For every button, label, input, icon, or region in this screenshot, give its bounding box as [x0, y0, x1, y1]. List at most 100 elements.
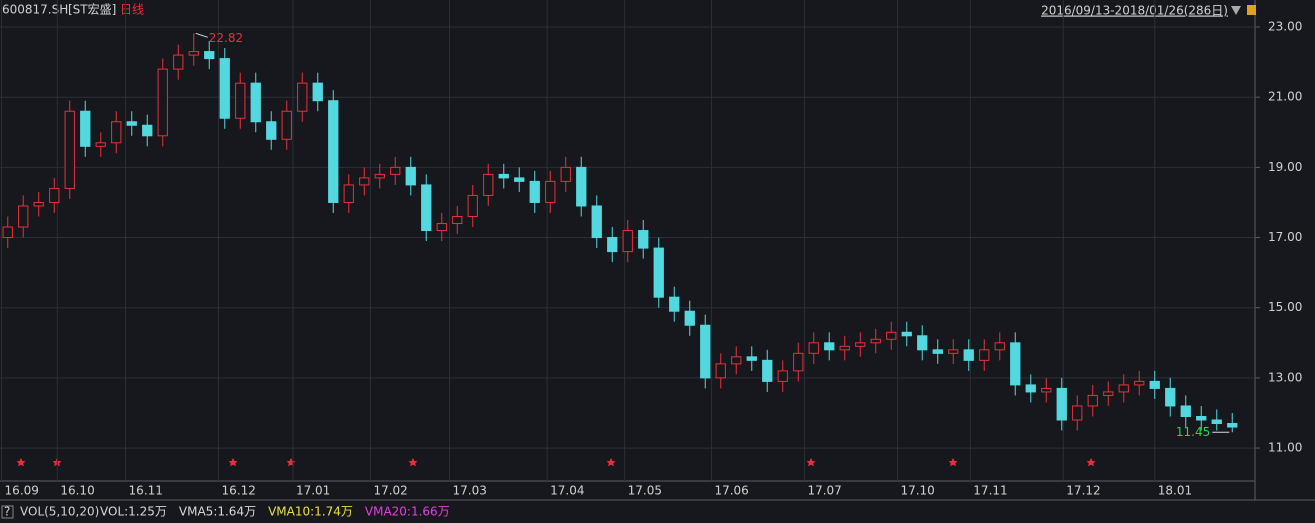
candle-body — [746, 356, 757, 361]
period: 日线 — [120, 3, 144, 17]
star — [806, 458, 816, 467]
candle-body — [1134, 380, 1145, 386]
candle-body — [545, 180, 556, 203]
max-arrow — [195, 32, 208, 38]
x-tick-label: 17.05 — [628, 484, 662, 498]
candle-body — [266, 121, 277, 140]
candle-body — [576, 166, 587, 207]
candle-body — [669, 296, 680, 312]
x-tick-label: 16.10 — [60, 484, 94, 498]
candle-body — [483, 173, 494, 196]
symbol: 600817.SH — [2, 3, 68, 17]
candle-body — [607, 237, 618, 253]
date-range[interactable]: 2016/09/13-2018/01/26(286日) — [1041, 4, 1228, 18]
candle-body — [855, 342, 866, 347]
candle-body — [622, 230, 633, 253]
candle-body — [95, 142, 106, 147]
min-label: 11.45 — [1176, 425, 1210, 439]
candle-body — [49, 187, 60, 203]
dropdown-icon[interactable] — [1231, 6, 1241, 15]
lock-icon[interactable] — [1247, 5, 1256, 15]
candle-body — [219, 58, 230, 119]
candle-body — [653, 247, 664, 298]
candle-body — [715, 363, 726, 379]
candle-body — [1211, 419, 1222, 425]
candle-body — [808, 342, 819, 354]
candle-body — [390, 166, 401, 175]
candle-body — [1196, 415, 1207, 421]
indicator-value: VMA10:1.74万 — [268, 505, 353, 519]
candle-body — [111, 121, 122, 144]
indicator-value: VMA5:1.64万 — [179, 505, 256, 519]
candle-body — [762, 359, 773, 382]
y-tick-label: 23.00 — [1268, 20, 1302, 34]
candle-body — [33, 201, 44, 207]
candle-body — [886, 331, 897, 340]
candle-body — [142, 124, 153, 137]
x-tick-label: 17.06 — [714, 484, 748, 498]
candle-body — [560, 166, 571, 182]
candle-body — [824, 342, 835, 351]
candle-body — [188, 51, 199, 56]
candle-body — [157, 68, 168, 137]
candle-body — [1180, 405, 1191, 417]
candle-body — [917, 335, 928, 351]
candle-body — [994, 342, 1005, 351]
x-tick-label: 17.07 — [807, 484, 841, 498]
candle-body — [2, 226, 13, 239]
help-box[interactable] — [1, 505, 14, 519]
candle-body — [1087, 394, 1098, 407]
candle-body — [1103, 391, 1114, 396]
candle-body — [963, 349, 974, 361]
indicator-name: VOL(5,10,20) — [20, 505, 99, 519]
candle-body — [948, 349, 959, 354]
candle-body — [452, 215, 463, 225]
candle-body — [1025, 384, 1036, 393]
candle-body — [514, 177, 525, 182]
candle-body — [297, 82, 308, 112]
x-tick-label: 17.01 — [296, 484, 330, 498]
candle-body — [80, 110, 91, 147]
x-tick-label: 17.12 — [1066, 484, 1100, 498]
candle-body — [343, 184, 354, 203]
candle-body — [591, 205, 602, 239]
candle-body — [281, 110, 292, 140]
candle-body — [1165, 387, 1176, 407]
star — [606, 458, 616, 467]
candle-body — [1149, 380, 1160, 389]
candle-body — [1010, 342, 1021, 386]
candle-body — [359, 177, 370, 186]
candle-body — [932, 349, 943, 354]
candle-body — [64, 110, 75, 189]
x-tick-label: 18.01 — [1158, 484, 1192, 498]
candle-body — [173, 54, 184, 70]
candle-body — [436, 223, 447, 232]
x-tick-label: 17.03 — [453, 484, 487, 498]
star — [16, 458, 26, 467]
star — [948, 458, 958, 467]
candle-body — [529, 180, 540, 203]
candle-body — [901, 331, 912, 337]
candle-body — [777, 370, 788, 382]
help[interactable]: ? — [4, 505, 10, 519]
candle-body — [405, 166, 416, 186]
candle-body — [374, 173, 385, 179]
candle-body — [1041, 387, 1052, 393]
candle-body — [979, 349, 990, 361]
star — [1086, 458, 1096, 467]
candle-body — [204, 51, 215, 60]
candle-body — [235, 82, 246, 119]
y-tick-label: 15.00 — [1268, 300, 1302, 314]
candle-body — [328, 100, 339, 203]
candle-body — [1227, 423, 1238, 428]
candle-body — [1118, 384, 1129, 393]
candle-body — [126, 121, 137, 126]
candle-body — [684, 310, 695, 326]
x-tick-label: 16.09 — [5, 484, 39, 498]
y-tick-label: 11.00 — [1268, 441, 1302, 455]
candle-body — [700, 324, 711, 379]
max-label: 22.82 — [209, 31, 243, 45]
candle-body — [421, 184, 432, 232]
y-tick-label: 17.00 — [1268, 230, 1302, 244]
